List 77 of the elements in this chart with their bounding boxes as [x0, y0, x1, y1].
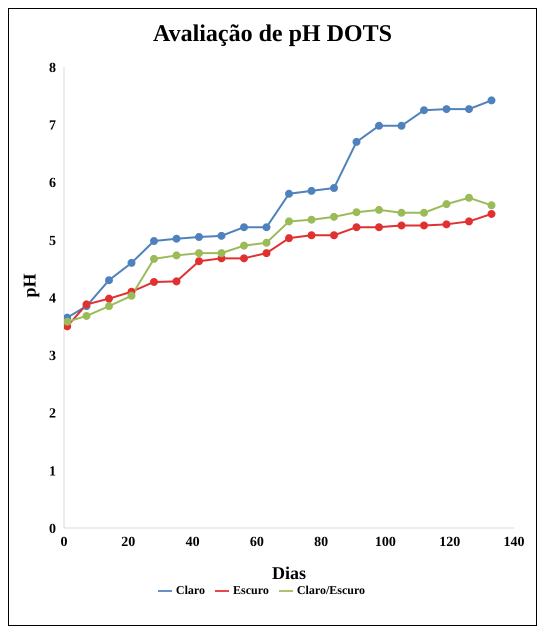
y-tick-label: 6 [49, 176, 56, 192]
point [105, 302, 113, 310]
point [195, 232, 203, 241]
point [308, 231, 316, 240]
x-tick-label: 100 [374, 534, 396, 550]
x-tick-label: 80 [314, 534, 328, 550]
x-tick-label: 140 [504, 534, 524, 550]
point [172, 251, 180, 260]
point [488, 210, 496, 218]
point [218, 232, 226, 240]
point [488, 96, 496, 104]
point [465, 217, 473, 226]
point [375, 223, 383, 232]
x-tick-label: 40 [186, 534, 200, 550]
x-tick-label: 20 [121, 534, 136, 550]
point [105, 276, 113, 284]
point [330, 184, 338, 192]
point [240, 223, 248, 232]
point [262, 238, 270, 247]
point [240, 242, 248, 250]
point [195, 257, 203, 266]
point [150, 254, 158, 263]
point [64, 318, 72, 326]
point [375, 122, 383, 130]
point [420, 106, 428, 114]
point [330, 231, 338, 240]
point [195, 249, 203, 258]
point [442, 105, 450, 114]
point [398, 122, 406, 130]
point [150, 278, 158, 286]
point [420, 208, 428, 217]
point [442, 200, 450, 208]
legend-label: Claro/Escuro [296, 583, 366, 597]
point [128, 258, 136, 267]
point [172, 277, 180, 286]
point [442, 220, 450, 228]
point [465, 194, 473, 202]
point [128, 292, 136, 300]
y-tick-label: 7 [49, 118, 56, 134]
point [308, 186, 316, 195]
point [398, 221, 406, 230]
legend-label: Escuro [233, 583, 269, 597]
y-tick-label: 1 [49, 464, 56, 480]
chart-title: Avaliação de pH DOTS [152, 20, 393, 49]
point [105, 294, 113, 303]
point [375, 206, 383, 214]
x-tick-label: 120 [439, 534, 460, 550]
y-tick-label: 0 [49, 522, 56, 537]
x-tick-label: 60 [250, 534, 264, 550]
point [488, 201, 496, 210]
point [420, 221, 428, 230]
legend-label: Claro [176, 583, 206, 597]
point [172, 234, 180, 243]
y-axis-title: pH [19, 273, 40, 298]
point [352, 138, 360, 146]
point [240, 254, 248, 262]
y-tick-label: 5 [49, 234, 56, 249]
y-tick-label: 8 [49, 60, 56, 76]
point [150, 237, 158, 246]
point [82, 312, 90, 320]
y-tick-label: 4 [49, 291, 56, 306]
point [262, 223, 270, 232]
point [465, 105, 473, 114]
x-axis-title: Dias [272, 563, 306, 583]
point [352, 208, 360, 216]
point [330, 212, 338, 221]
point [285, 234, 293, 242]
y-tick-label: 3 [49, 349, 56, 364]
y-tick-label: 2 [49, 406, 56, 422]
point [308, 216, 316, 224]
point [262, 249, 270, 258]
x-tick-label: 0 [60, 534, 68, 550]
point [285, 190, 293, 198]
point [398, 208, 406, 217]
point [352, 223, 360, 232]
point [285, 217, 293, 226]
point [218, 249, 226, 258]
